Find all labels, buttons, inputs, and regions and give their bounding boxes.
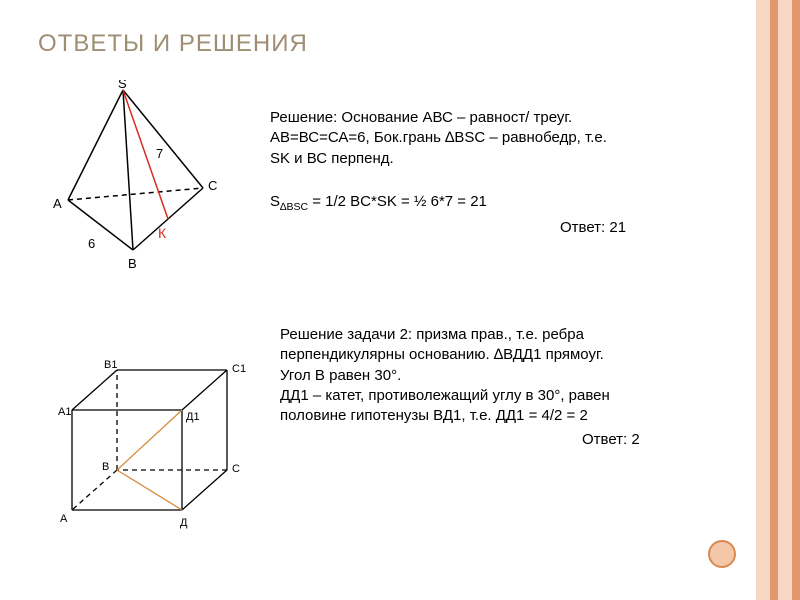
solution-1-formula: S∆BSC = 1/2 BC*SK = ½ 6*7 = 21	[270, 192, 487, 214]
area-subscript: ∆BSC	[280, 201, 308, 213]
page-title: ОТВЕТЫ И РЕШЕНИЯ	[38, 30, 308, 58]
svg-text:A: A	[60, 513, 68, 525]
solution-1-text: Решение: Основание АВС – равност/ треуг.…	[270, 108, 607, 169]
svg-text:S: S	[118, 80, 127, 91]
svg-text:B: B	[128, 256, 137, 271]
sol2-line2: перпендикулярны основанию. ∆ВДД1 прямоуг…	[280, 345, 610, 365]
sol1-line1: Решение: Основание АВС – равност/ треуг.	[270, 108, 607, 128]
svg-text:Д1: Д1	[186, 411, 200, 423]
svg-text:В1: В1	[104, 359, 117, 371]
solution-2-answer: Ответ: 2	[582, 430, 640, 450]
svg-text:А1: А1	[58, 406, 71, 418]
area-expr: = 1/2 BC*SK = ½ 6*7 = 21	[308, 193, 487, 210]
area-symbol: S	[270, 193, 280, 210]
prism-diagram: A Д C B А1 Д1 С1 В1	[52, 350, 252, 535]
svg-text:К: К	[158, 225, 167, 241]
sol2-line5: половине гипотенузы ВД1, т.е. ДД1 = 4/2 …	[280, 406, 610, 426]
svg-text:Д: Д	[180, 517, 188, 529]
svg-text:A: A	[53, 196, 62, 211]
stripe-3	[770, 0, 778, 600]
sol1-line3: SK и ВС перпенд.	[270, 149, 607, 169]
corner-circle	[708, 540, 736, 568]
stripe-4	[756, 0, 770, 600]
stripe-1	[792, 0, 800, 600]
sol2-line4: ДД1 – катет, противолежащий углу в 30°, …	[280, 386, 610, 406]
sol2-line3: Угол В равен 30°.	[280, 366, 610, 386]
solution-1-answer: Ответ: 21	[560, 218, 626, 238]
svg-text:B: B	[102, 461, 109, 473]
stripe-2	[778, 0, 792, 600]
svg-text:7: 7	[156, 146, 163, 161]
pyramid-diagram: S A B C К 6 7	[48, 80, 238, 285]
sol2-line1: Решение задачи 2: призма прав., т.е. реб…	[280, 325, 610, 345]
solution-2-text: Решение задачи 2: призма прав., т.е. реб…	[280, 325, 610, 426]
sol1-line2: АВ=ВС=СА=6, Бок.грань ∆ВSС – равнобедр, …	[270, 128, 607, 148]
svg-text:С1: С1	[232, 363, 246, 375]
svg-text:C: C	[232, 463, 240, 475]
svg-text:C: C	[208, 178, 217, 193]
svg-text:6: 6	[88, 236, 95, 251]
